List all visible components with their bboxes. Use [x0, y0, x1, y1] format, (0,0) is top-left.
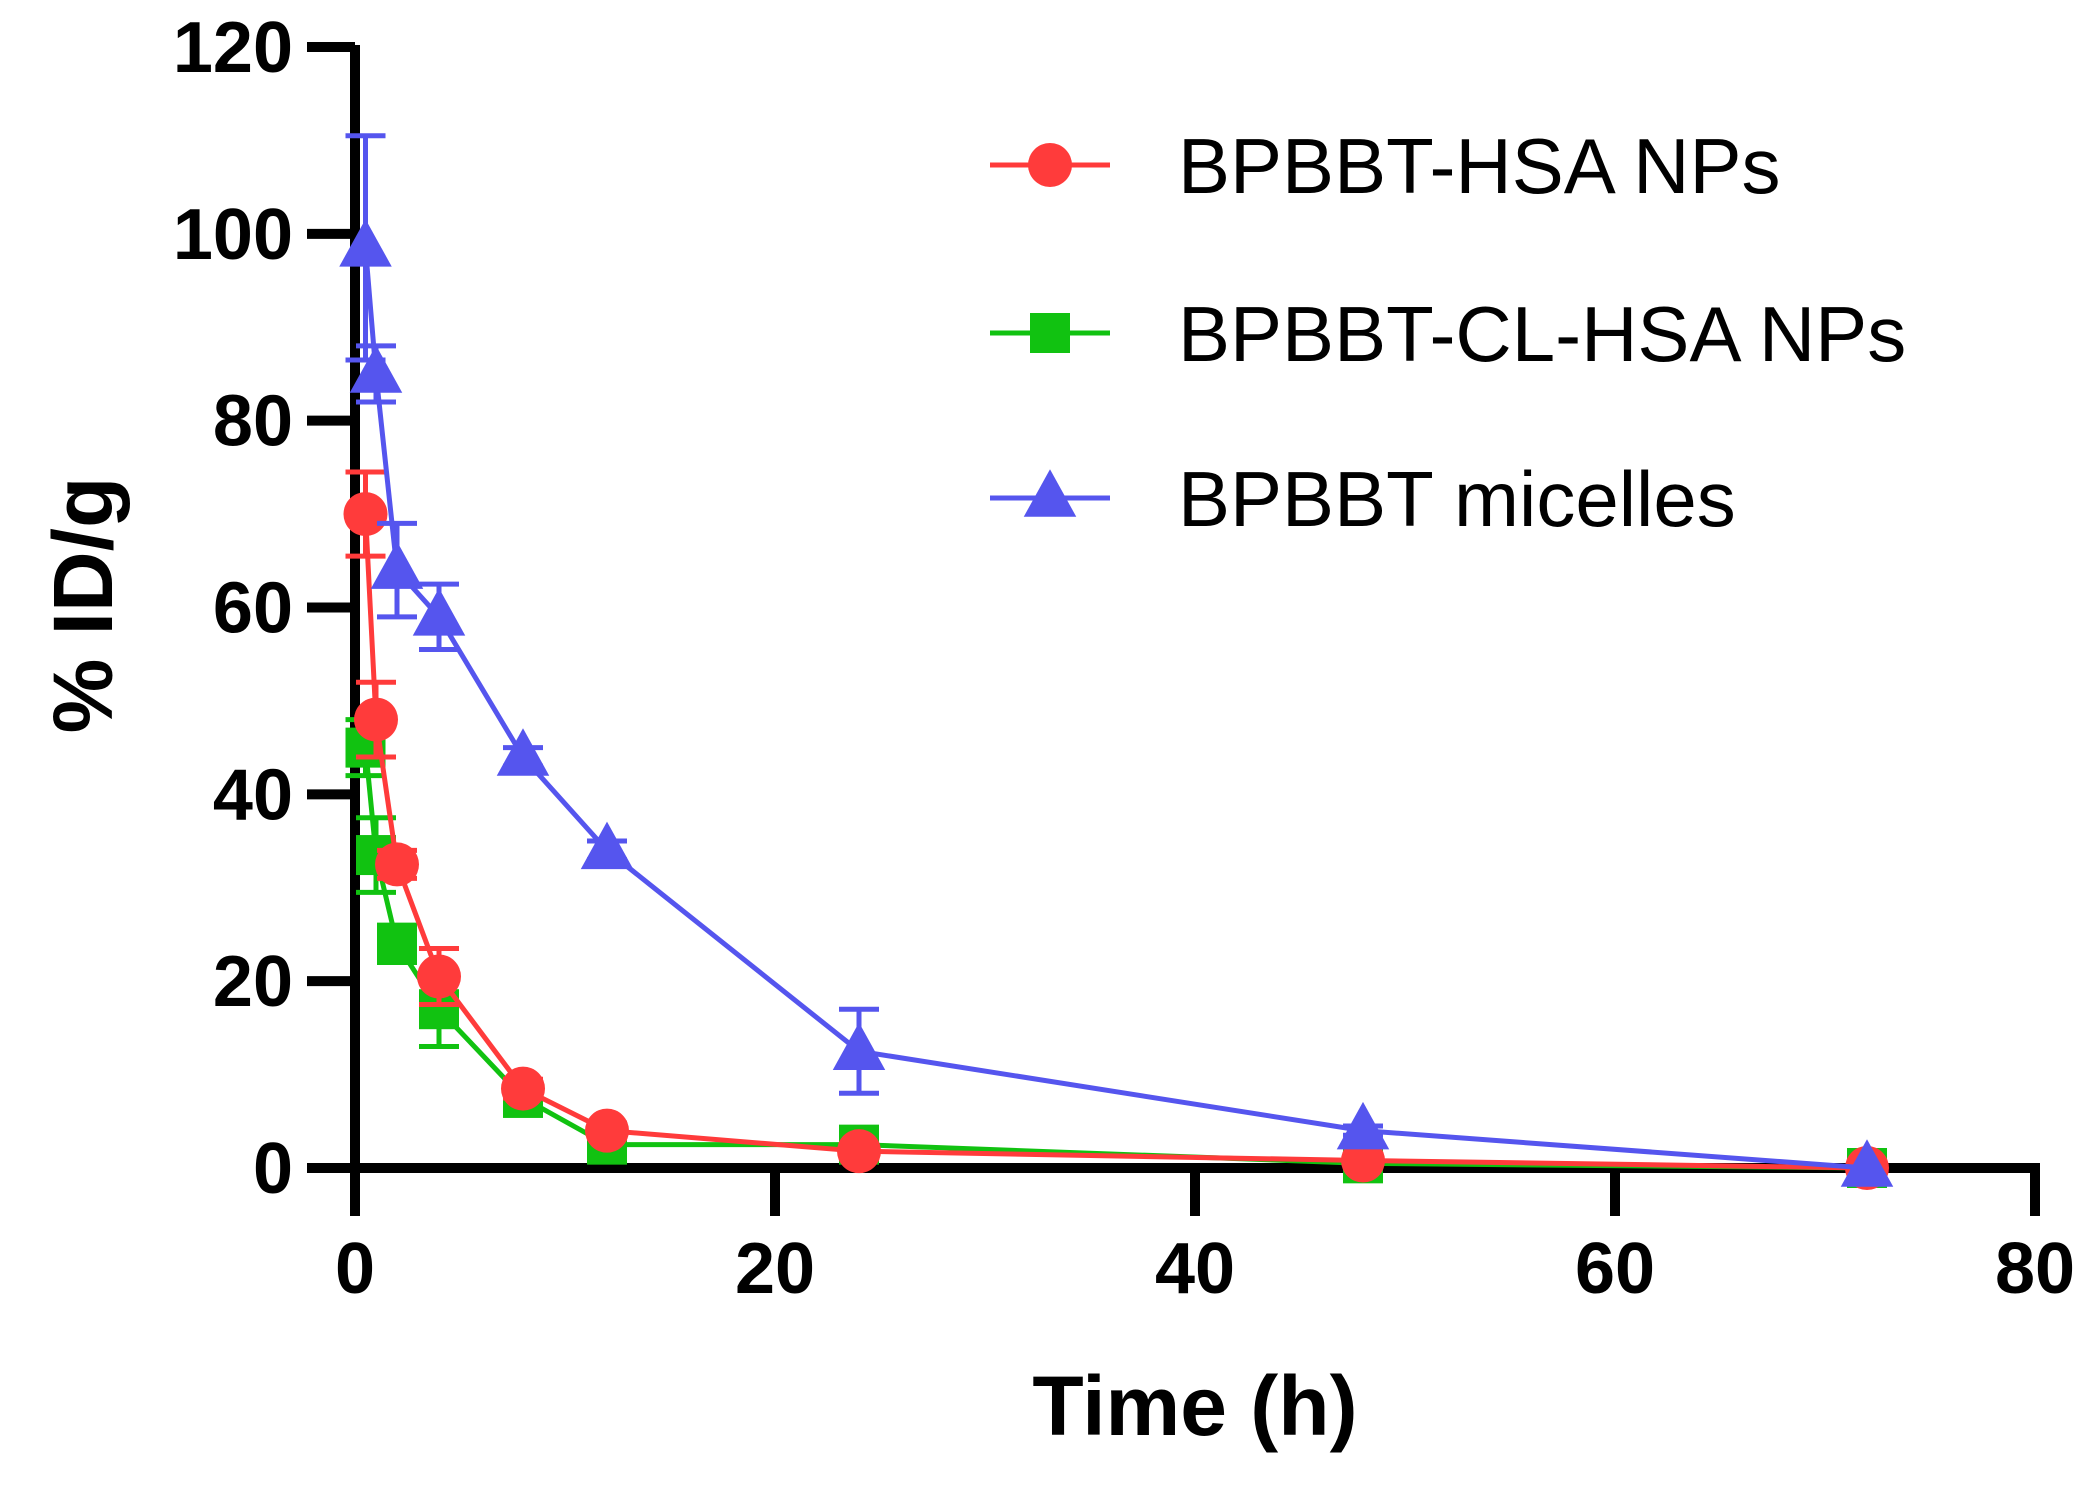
data-point	[412, 588, 466, 636]
y-tick-label: 100	[173, 195, 293, 275]
legend-label: BPBBT-HSA NPs	[1178, 122, 1781, 210]
legend-marker	[1030, 313, 1070, 353]
data-point	[375, 842, 419, 887]
x-tick-label: 0	[335, 1229, 375, 1309]
data-point	[339, 219, 392, 267]
x-axis-title: Time (h)	[1032, 1359, 1357, 1453]
data-point	[496, 728, 550, 776]
y-tick-label: 0	[253, 1129, 293, 1209]
legend-label: BPBBT-CL-HSA NPs	[1178, 290, 1906, 378]
data-point	[832, 1022, 886, 1070]
legend-marker	[1028, 143, 1072, 187]
data-point	[1336, 1101, 1390, 1150]
data-point	[1840, 1139, 1894, 1187]
data-point	[585, 1108, 629, 1153]
legend: BPBBT-HSA NPs BPBBT-CL-HSA NPs BPBBT micel…	[990, 122, 1906, 543]
y-tick-label: 20	[213, 942, 293, 1022]
data-point	[349, 345, 403, 393]
series-line	[363, 247, 1868, 1171]
data-point	[370, 541, 424, 589]
y-tick-label: 80	[213, 382, 293, 462]
data-point	[501, 1066, 545, 1111]
y-axis-title: % ID/g	[36, 477, 130, 734]
legend-entry: BPBBT micelles	[990, 455, 1736, 543]
series-layer	[339, 133, 1894, 1190]
data-point	[354, 697, 398, 742]
y-tick-label: 40	[213, 755, 293, 835]
y-tick-label: 60	[213, 569, 293, 649]
data-point	[580, 821, 634, 870]
data-point	[837, 1129, 881, 1174]
series-line	[363, 747, 1868, 1171]
legend-entry: BPBBT-CL-HSA NPs	[990, 290, 1906, 378]
data-point	[417, 954, 461, 999]
axes: 0 20 40 60 80 100 120 0 20 40 60 80	[173, 8, 2075, 1309]
data-point	[377, 923, 417, 964]
series-triangle	[339, 133, 1894, 1187]
legend-entry: BPBBT-HSA NPs	[990, 122, 1781, 210]
data-point	[343, 492, 388, 537]
legend-label: BPBBT micelles	[1178, 455, 1736, 543]
series-circle	[343, 469, 1889, 1190]
x-tick-label: 80	[1995, 1229, 2075, 1309]
y-tick-label: 120	[173, 8, 293, 88]
data-point	[1341, 1138, 1385, 1183]
legend-marker	[1023, 469, 1077, 517]
x-tick-label: 40	[1155, 1229, 1235, 1309]
x-tick-label: 20	[735, 1229, 815, 1309]
x-tick-label: 60	[1575, 1229, 1655, 1309]
